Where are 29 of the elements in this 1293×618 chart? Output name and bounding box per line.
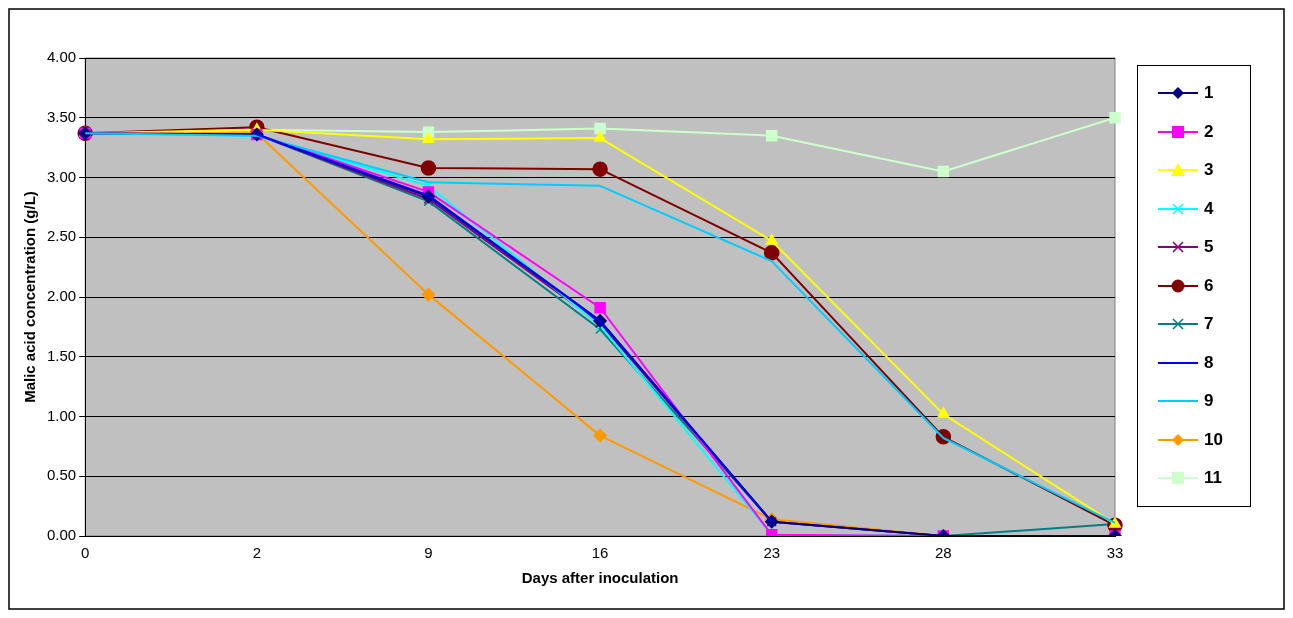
x-tick-label: 16 — [591, 544, 609, 562]
y-tick-label: 2.50 — [46, 227, 77, 245]
x-axis-title: Days after inoculation — [521, 569, 679, 587]
y-tick-label: 1.00 — [46, 406, 77, 424]
legend-label: 8 — [1204, 352, 1214, 373]
legend-label: 2 — [1204, 121, 1214, 142]
y-tick-label: 1.50 — [46, 346, 77, 364]
x-tick-label: 23 — [763, 544, 781, 562]
x-tick-label: 33 — [1106, 544, 1124, 562]
legend-label: 10 — [1204, 429, 1223, 450]
legend-label: 3 — [1204, 160, 1214, 181]
legend-label: 6 — [1204, 275, 1214, 296]
legend-label: 7 — [1204, 314, 1214, 335]
legend-label: 5 — [1204, 237, 1214, 258]
y-tick-label: 0.50 — [46, 466, 77, 484]
x-tick-label: 0 — [81, 544, 90, 562]
y-tick-label: 0.00 — [46, 526, 77, 544]
legend-label: 4 — [1204, 198, 1214, 219]
x-tick-label: 2 — [252, 544, 261, 562]
y-axis-title: Malic acid concentration (g/L) — [21, 191, 39, 403]
y-tick-label: 4.00 — [46, 48, 77, 66]
legend-label: 9 — [1204, 391, 1214, 412]
y-tick-label: 3.00 — [46, 167, 77, 185]
y-tick-label: 2.00 — [46, 287, 77, 305]
x-tick-label: 28 — [935, 544, 952, 562]
legend-label: 11 — [1204, 468, 1222, 489]
y-tick-label: 3.50 — [46, 107, 77, 125]
legend-label: 1 — [1204, 83, 1214, 104]
x-tick-label: 9 — [424, 544, 433, 562]
